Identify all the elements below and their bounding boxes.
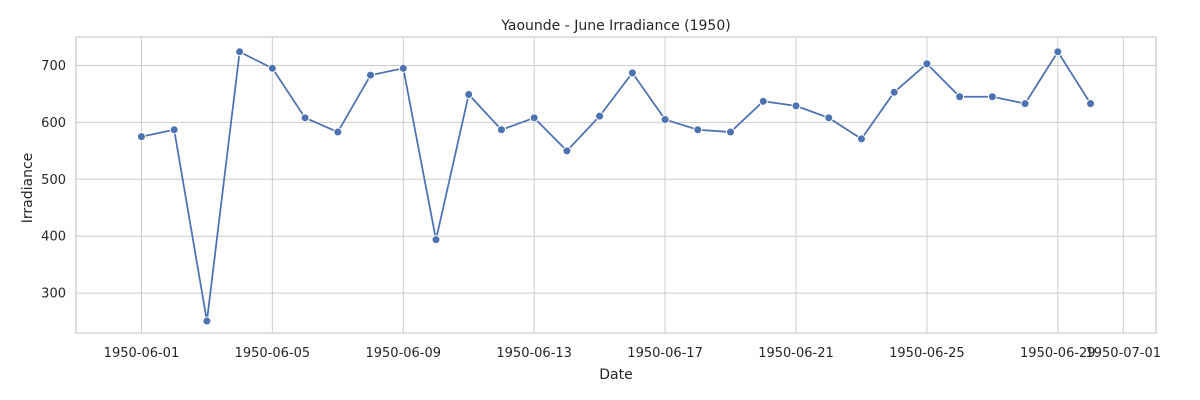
data-point xyxy=(366,70,376,80)
y-gridlines xyxy=(76,64,1156,294)
data-point xyxy=(660,115,670,125)
data-point xyxy=(726,127,736,137)
data-point xyxy=(562,146,572,156)
data-point xyxy=(693,125,703,135)
data-point xyxy=(1053,47,1063,57)
x-tick-label: 1950-06-01 xyxy=(104,346,180,361)
data-point xyxy=(333,127,343,137)
data-point xyxy=(627,68,637,78)
data-point xyxy=(824,113,834,123)
y-tick-labels: 300 400 500 600 700 xyxy=(41,59,66,302)
y-tick-label: 400 xyxy=(41,230,66,245)
chart-title: Yaounde - June Irradiance (1950) xyxy=(500,18,730,34)
data-point xyxy=(1086,99,1096,109)
x-tick-label: 1950-06-17 xyxy=(627,346,703,361)
x-tick-label: 1950-06-29 xyxy=(1020,346,1096,361)
x-tick-label: 1950-06-05 xyxy=(235,346,311,361)
x-tick-label: 1950-06-21 xyxy=(758,346,834,361)
data-point xyxy=(987,92,997,102)
data-point xyxy=(889,87,899,97)
y-axis-label: Irradiance xyxy=(20,153,36,224)
data-point xyxy=(300,113,310,123)
data-point xyxy=(235,47,245,57)
data-point xyxy=(496,125,506,135)
plot-frame xyxy=(75,36,1157,334)
x-tick-label: 1950-06-13 xyxy=(496,346,572,361)
data-point xyxy=(922,59,932,69)
data-point xyxy=(202,316,212,326)
data-point xyxy=(398,63,408,73)
data-point xyxy=(464,89,474,99)
data-point xyxy=(169,125,179,135)
irradiance-series-line xyxy=(141,50,1092,322)
data-point xyxy=(955,92,965,102)
x-gridlines xyxy=(140,37,1124,333)
data-point xyxy=(529,113,539,123)
data-point xyxy=(791,101,801,111)
x-tick-label: 1950-07-01 xyxy=(1085,346,1161,361)
data-point xyxy=(856,134,866,144)
data-point xyxy=(136,132,146,142)
irradiance-data-points xyxy=(136,47,1096,326)
x-tick-labels: 1950-06-01 1950-06-05 1950-06-09 1950-06-13… xyxy=(104,346,1161,361)
data-point xyxy=(758,96,768,106)
data-point xyxy=(267,63,277,73)
data-point xyxy=(595,111,605,121)
x-tick-label: 1950-06-25 xyxy=(889,346,965,361)
y-tick-label: 700 xyxy=(41,59,66,74)
x-tick-label: 1950-06-09 xyxy=(365,346,441,361)
y-tick-label: 500 xyxy=(41,173,66,188)
data-point xyxy=(1020,99,1030,109)
y-tick-label: 300 xyxy=(41,287,66,302)
x-axis-label: Date xyxy=(599,367,632,383)
data-point xyxy=(431,235,441,245)
y-tick-label: 600 xyxy=(41,116,66,131)
